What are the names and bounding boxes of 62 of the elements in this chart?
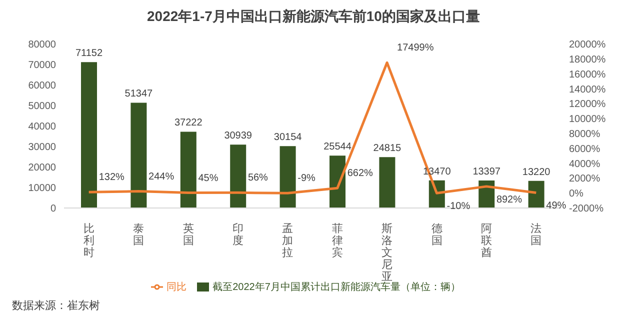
data-label: 13397 bbox=[472, 166, 501, 178]
data-label: 892% bbox=[496, 194, 522, 206]
x-tick-label: 比利时 bbox=[83, 222, 94, 259]
x-tick-label: 德国 bbox=[431, 223, 442, 247]
bar bbox=[280, 146, 296, 208]
data-label: 37222 bbox=[174, 118, 203, 129]
y-tick-label: 50000 bbox=[28, 101, 56, 112]
y2-tick-label: 8000% bbox=[569, 129, 600, 140]
bar bbox=[130, 102, 147, 208]
x-tick-label: 阿联酋 bbox=[480, 223, 492, 259]
y2-tick-label: 4000% bbox=[569, 158, 600, 170]
y2-tick-label: 12000% bbox=[569, 99, 606, 110]
data-label: -10% bbox=[446, 201, 470, 212]
data-label: 51347 bbox=[124, 88, 154, 100]
bar bbox=[180, 132, 196, 208]
legend-label: 同比 bbox=[166, 282, 187, 293]
x-tick-label: 斯洛文尼亚 bbox=[382, 222, 393, 283]
x-tick-label: 孟加拉 bbox=[282, 223, 294, 259]
bar bbox=[528, 180, 544, 208]
y2-tick-label: 10000% bbox=[569, 114, 606, 126]
bar bbox=[81, 62, 97, 208]
y-tick-label: 80000 bbox=[28, 40, 56, 51]
y-tick-label: 20000 bbox=[28, 162, 56, 174]
y-tick-label: 70000 bbox=[28, 60, 56, 72]
y2-tick-label: 6000% bbox=[569, 144, 600, 155]
data-label: 24815 bbox=[373, 143, 402, 154]
data-label: 132% bbox=[98, 172, 125, 184]
chart-title: 2022年1-7月中国出口新能源汽车前10的国家及出口量 bbox=[146, 8, 481, 26]
data-label: 30154 bbox=[274, 132, 302, 144]
y2-tick-label: -2000% bbox=[569, 204, 604, 215]
y2-tick-label: 14000% bbox=[569, 84, 606, 96]
y-tick-label: 10000 bbox=[28, 183, 56, 194]
data-label: 49% bbox=[546, 200, 566, 212]
x-tick-label: 英国 bbox=[182, 222, 194, 247]
x-tick-label: 法国 bbox=[530, 222, 542, 247]
data-label: 244% bbox=[148, 171, 174, 182]
data-label: 17499% bbox=[397, 42, 434, 54]
y2-tick-label: 20000% bbox=[569, 40, 606, 51]
data-label: 56% bbox=[248, 172, 268, 184]
y2-tick-label: 2000% bbox=[569, 174, 600, 185]
bar bbox=[330, 156, 346, 208]
y-tick-label: 0 bbox=[50, 204, 56, 215]
data-label: 71152 bbox=[75, 48, 103, 60]
y-tick-label: 60000 bbox=[28, 80, 56, 92]
y2-tick-label: 16000% bbox=[569, 69, 606, 80]
data-label: 30939 bbox=[224, 130, 252, 142]
y-tick-label: 40000 bbox=[28, 122, 56, 133]
x-tick-label: 印度 bbox=[232, 222, 244, 247]
y2-tick-label: 18000% bbox=[569, 54, 606, 66]
x-tick-label: 菲律宾 bbox=[332, 222, 343, 259]
source-note: 数据来源：崔东树 bbox=[12, 298, 101, 313]
bar bbox=[230, 144, 246, 208]
y-tick-label: 30000 bbox=[28, 142, 56, 154]
data-label: 13220 bbox=[522, 166, 551, 178]
data-label: 25544 bbox=[324, 142, 352, 153]
data-label: -9% bbox=[298, 173, 316, 184]
data-label: 45% bbox=[198, 172, 218, 184]
data-label: 662% bbox=[347, 168, 374, 180]
y2-tick-label: 0% bbox=[569, 188, 584, 200]
x-tick-label: 泰国 bbox=[133, 223, 144, 247]
legend-label: 截至2022年7月中国累计出口新能源汽车量（单位：辆） bbox=[212, 282, 460, 293]
bar bbox=[379, 157, 396, 208]
